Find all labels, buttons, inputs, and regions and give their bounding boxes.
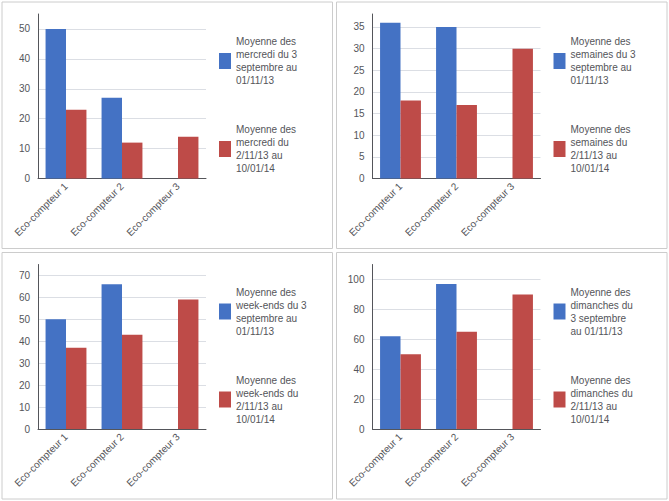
svg-text:dimanches du: dimanches du — [571, 300, 633, 311]
svg-text:30: 30 — [19, 83, 31, 94]
svg-text:Eco-compteur 2: Eco-compteur 2 — [68, 431, 126, 489]
svg-text:dimanches du: dimanches du — [571, 388, 633, 399]
svg-text:Eco-compteur 1: Eco-compteur 1 — [347, 431, 405, 489]
svg-text:Moyenne des: Moyenne des — [236, 124, 296, 135]
svg-text:septembre au: septembre au — [236, 62, 297, 73]
svg-text:35: 35 — [353, 21, 365, 32]
svg-text:2/11/13 au: 2/11/13 au — [236, 150, 283, 161]
svg-text:Eco-compteur 3: Eco-compteur 3 — [124, 180, 182, 238]
svg-text:0: 0 — [359, 424, 365, 435]
svg-text:100: 100 — [348, 274, 365, 285]
svg-text:Eco-compteur 2: Eco-compteur 2 — [403, 431, 461, 489]
svg-text:10: 10 — [19, 143, 31, 154]
svg-text:80: 80 — [353, 304, 365, 315]
svg-text:week-ends du: week-ends du — [235, 388, 298, 399]
svg-text:Moyenne des: Moyenne des — [571, 124, 631, 135]
svg-text:Eco-compteur 1: Eco-compteur 1 — [347, 180, 405, 238]
svg-text:2/11/13 au: 2/11/13 au — [571, 150, 618, 161]
svg-text:20: 20 — [353, 86, 365, 97]
svg-text:Moyenne des: Moyenne des — [236, 36, 296, 47]
svg-text:10/01/14: 10/01/14 — [571, 414, 610, 425]
svg-text:Eco-compteur 3: Eco-compteur 3 — [459, 431, 517, 489]
svg-text:Eco-compteur 1: Eco-compteur 1 — [12, 180, 70, 238]
svg-text:Moyenne des: Moyenne des — [571, 287, 631, 298]
svg-text:septembre au: septembre au — [571, 62, 632, 73]
svg-text:01/11/13: 01/11/13 — [236, 75, 275, 86]
svg-text:3 septembre: 3 septembre — [571, 313, 627, 324]
svg-text:Moyenne des: Moyenne des — [236, 287, 296, 298]
svg-text:70: 70 — [19, 270, 31, 281]
svg-text:0: 0 — [359, 173, 365, 184]
svg-text:40: 40 — [19, 53, 31, 64]
svg-text:Eco-compteur 1: Eco-compteur 1 — [12, 431, 70, 489]
svg-text:20: 20 — [353, 394, 365, 405]
svg-text:Moyenne des: Moyenne des — [571, 36, 631, 47]
svg-text:week-ends du 3: week-ends du 3 — [235, 300, 307, 311]
svg-text:30: 30 — [19, 358, 31, 369]
svg-text:30: 30 — [353, 43, 365, 54]
svg-text:Eco-compteur 3: Eco-compteur 3 — [124, 431, 182, 489]
svg-text:0: 0 — [24, 424, 30, 435]
svg-text:40: 40 — [353, 364, 365, 375]
svg-text:10/01/14: 10/01/14 — [236, 163, 275, 174]
svg-text:10/01/14: 10/01/14 — [236, 414, 275, 425]
svg-text:20: 20 — [19, 113, 31, 124]
svg-text:60: 60 — [19, 292, 31, 303]
svg-text:Moyenne des: Moyenne des — [236, 375, 296, 386]
svg-text:2/11/13 au: 2/11/13 au — [571, 401, 618, 412]
svg-text:semaines du: semaines du — [571, 137, 628, 148]
svg-text:10: 10 — [19, 402, 31, 413]
svg-text:40: 40 — [19, 336, 31, 347]
svg-text:01/11/13: 01/11/13 — [236, 326, 275, 337]
svg-text:Eco-compteur 2: Eco-compteur 2 — [403, 180, 461, 238]
svg-text:mercredi du: mercredi du — [236, 137, 289, 148]
svg-text:10/01/14: 10/01/14 — [571, 163, 610, 174]
svg-text:10: 10 — [353, 130, 365, 141]
svg-text:Moyenne des: Moyenne des — [571, 375, 631, 386]
svg-text:50: 50 — [19, 23, 31, 34]
svg-text:60: 60 — [353, 334, 365, 345]
svg-text:20: 20 — [19, 380, 31, 391]
svg-text:5: 5 — [359, 151, 365, 162]
svg-text:2/11/13 au: 2/11/13 au — [236, 401, 283, 412]
svg-text:au 01/11/13: au 01/11/13 — [571, 326, 624, 337]
svg-text:septembre au: septembre au — [236, 313, 297, 324]
svg-text:50: 50 — [19, 314, 31, 325]
svg-text:0: 0 — [24, 173, 30, 184]
svg-text:semaines du 3: semaines du 3 — [571, 49, 636, 60]
svg-text:Eco-compteur 2: Eco-compteur 2 — [68, 180, 126, 238]
svg-text:Eco-compteur 3: Eco-compteur 3 — [459, 180, 517, 238]
svg-text:15: 15 — [353, 108, 365, 119]
svg-text:01/11/13: 01/11/13 — [571, 75, 610, 86]
svg-text:25: 25 — [353, 65, 365, 76]
svg-text:mercredi du 3: mercredi du 3 — [236, 49, 298, 60]
